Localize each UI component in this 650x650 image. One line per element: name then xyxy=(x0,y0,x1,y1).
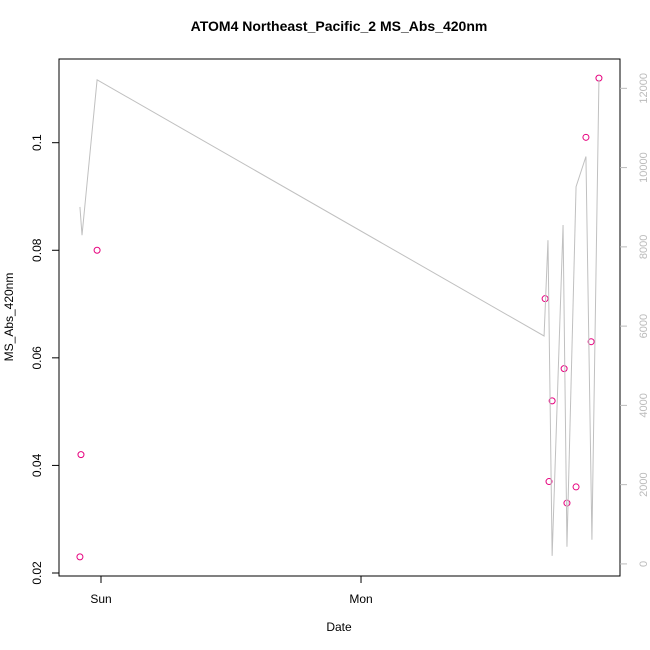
point xyxy=(563,499,571,507)
y2-tick-label: 0 xyxy=(638,561,650,567)
x-tick-label: Mon xyxy=(349,592,372,606)
point xyxy=(77,451,85,459)
point xyxy=(560,365,568,373)
y2-tick-label: 6000 xyxy=(638,314,650,338)
point xyxy=(587,338,595,346)
y-tick-label: 0.04 xyxy=(30,453,44,477)
y-axis-label: MS_Abs_420nm xyxy=(2,273,16,362)
y-tick-label: 0.08 xyxy=(30,238,44,262)
y2-tick-label: 10000 xyxy=(638,152,650,183)
line xyxy=(79,79,600,556)
y-tick-label: 0.1 xyxy=(30,134,44,151)
y-tick-label: 0.02 xyxy=(30,561,44,585)
plot-box xyxy=(58,58,621,577)
point xyxy=(572,483,580,491)
point xyxy=(582,133,590,141)
x-tick-label: Sun xyxy=(90,592,111,606)
y-tick-label: 0.06 xyxy=(30,346,44,370)
point xyxy=(76,553,84,561)
point xyxy=(93,246,101,254)
y2-tick-label: 4000 xyxy=(638,393,650,417)
point xyxy=(548,397,556,405)
x-axis-label: Date xyxy=(326,620,352,634)
y2-tick-label: 12000 xyxy=(638,73,650,104)
y2-tick-label: 8000 xyxy=(638,235,650,259)
y2-tick-label: 2000 xyxy=(638,472,650,496)
chart-title: ATOM4 Northeast_Pacific_2 MS_Abs_420nm xyxy=(191,18,488,34)
point xyxy=(545,478,553,486)
